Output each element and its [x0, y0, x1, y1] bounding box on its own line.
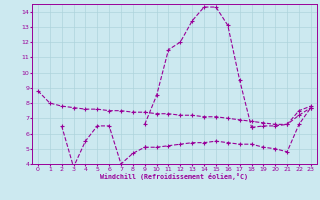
X-axis label: Windchill (Refroidissement éolien,°C): Windchill (Refroidissement éolien,°C) — [100, 173, 248, 180]
